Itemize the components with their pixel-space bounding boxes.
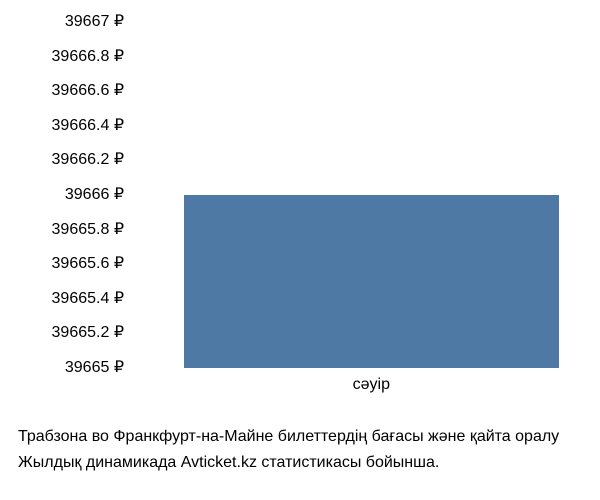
y-axis: 39667 ₽ 39666.8 ₽ 39666.6 ₽ 39666.4 ₽ 39…	[18, 22, 124, 368]
y-tick: 39665.6 ₽	[52, 256, 124, 272]
x-axis-label: сәуір	[353, 376, 390, 394]
y-tick: 39665.2 ₽	[52, 325, 124, 341]
plot-area	[124, 22, 582, 368]
caption-line-2: Жылдық динамикада Avticket.kz статистика…	[18, 450, 559, 476]
y-tick: 39666.6 ₽	[52, 83, 124, 99]
y-tick: 39666.2 ₽	[52, 152, 124, 168]
y-tick: 39666 ₽	[65, 187, 124, 203]
y-tick: 39665.8 ₽	[52, 222, 124, 238]
y-tick: 39666.8 ₽	[52, 49, 124, 65]
y-tick: 39665.4 ₽	[52, 291, 124, 307]
y-tick: 39666.4 ₽	[52, 118, 124, 134]
caption: Трабзона во Франкфурт-на-Майне билеттерд…	[18, 424, 559, 475]
price-chart: 39667 ₽ 39666.8 ₽ 39666.6 ₽ 39666.4 ₽ 39…	[18, 22, 582, 402]
bar	[184, 195, 560, 368]
y-tick: 39667 ₽	[65, 14, 124, 30]
caption-line-1: Трабзона во Франкфурт-на-Майне билеттерд…	[18, 424, 559, 450]
y-tick: 39665 ₽	[65, 360, 124, 376]
